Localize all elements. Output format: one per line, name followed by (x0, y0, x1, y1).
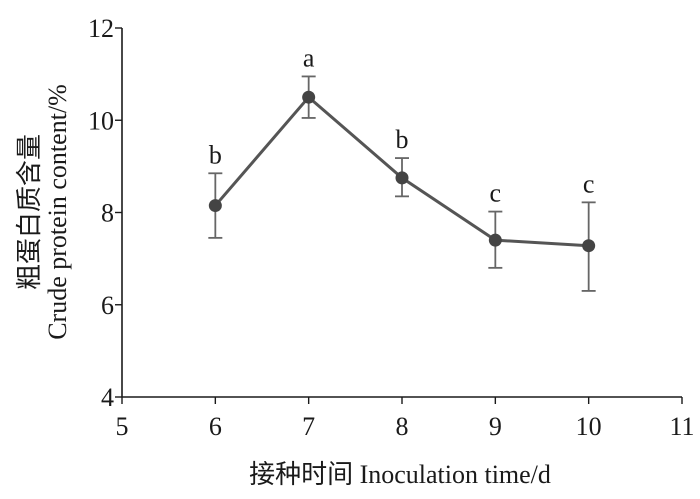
data-point (302, 90, 316, 104)
x-tick-label: 7 (302, 412, 315, 441)
x-axis-title: 接种时间 Inoculation time/d (249, 460, 551, 489)
data-point (488, 233, 502, 247)
significance-label: c (490, 179, 502, 208)
axes (121, 28, 682, 398)
y-tick-label: 4 (101, 383, 114, 412)
x-tick-label: 11 (669, 412, 694, 441)
x-tick-label: 8 (396, 412, 409, 441)
data-point (395, 171, 409, 185)
x-tick-label: 9 (489, 412, 502, 441)
significance-label: b (209, 140, 222, 169)
y-axis-title-cn: 粗蛋白质含量 (15, 134, 44, 290)
significance-label: b (396, 125, 409, 154)
series-layer: b a b c c (208, 43, 596, 292)
data-point (582, 239, 596, 253)
y-tick-label: 6 (101, 291, 114, 320)
significance-label: c (583, 169, 595, 198)
y-tick-label: 10 (88, 106, 114, 135)
ticks: 5 6 7 8 9 10 11 4 6 8 10 12 (88, 14, 695, 441)
data-point (208, 199, 222, 213)
x-tick-label: 5 (116, 412, 129, 441)
y-axis-title: 粗蛋白质含量 Crude protein content/% (15, 84, 72, 340)
significance-label: a (303, 43, 315, 72)
y-tick-label: 12 (88, 14, 114, 43)
y-tick-label: 8 (101, 199, 114, 228)
x-tick-label: 10 (576, 412, 602, 441)
y-axis-title-en: Crude protein content/% (43, 84, 72, 340)
x-tick-label: 6 (209, 412, 222, 441)
